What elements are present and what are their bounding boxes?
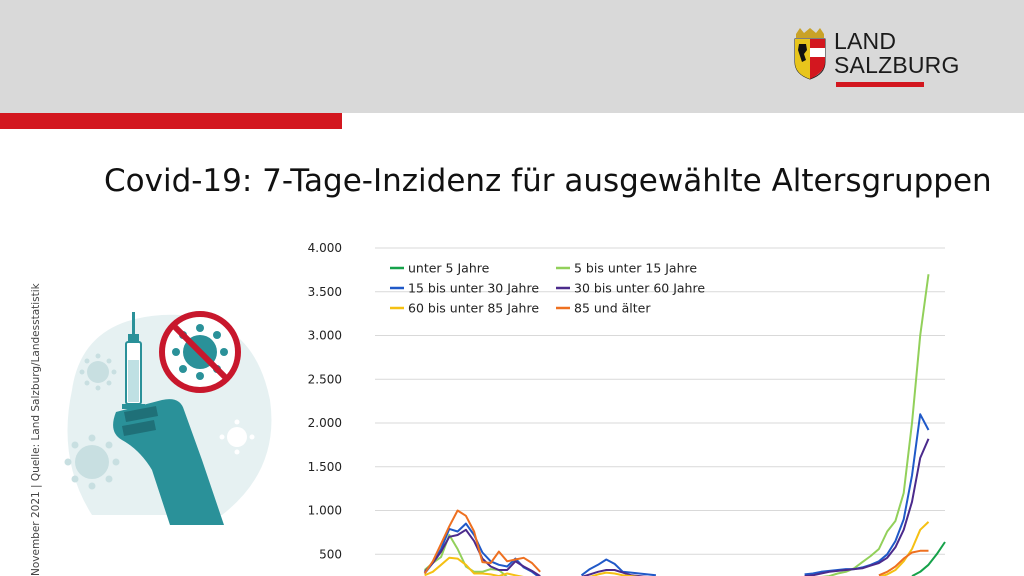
vaccine-syringe-icon <box>122 312 145 409</box>
y-tick-label: 4.000 <box>308 241 342 255</box>
coat-of-arms-icon <box>794 28 826 80</box>
virus-icon <box>219 419 255 455</box>
logo-underline <box>836 82 924 87</box>
series-line <box>423 438 930 576</box>
logo-line-1: LAND <box>834 28 897 54</box>
brand-accent-bar <box>0 113 342 129</box>
y-tick-label: 500 <box>319 547 342 561</box>
legend-item: 5 bis unter 15 Jahre <box>556 261 697 276</box>
series-line <box>423 274 930 576</box>
y-axis-tick-labels: 4.000 3.500 3.000 2.500 2.000 1.500 1.000 500 <box>308 241 342 561</box>
y-tick-label: 2.000 <box>308 416 342 430</box>
logo-line-2: SALZBURG <box>834 52 960 78</box>
y-tick-label: 3.500 <box>308 285 342 299</box>
legend-item: 15 bis unter 30 Jahre <box>390 281 539 296</box>
legend-item: 30 bis unter 60 Jahre <box>556 281 705 296</box>
legend-label: 60 bis unter 85 Jahre <box>408 301 539 316</box>
series-line <box>911 541 946 576</box>
virus-icon <box>79 353 117 391</box>
no-virus-icon <box>159 311 241 393</box>
virus-icon <box>64 434 120 490</box>
legend-item: unter 5 Jahre <box>390 261 490 276</box>
source-note: November 2021 | Quelle: Land Salzburg/La… <box>30 283 42 576</box>
page-title: Covid-19: 7-Tage-Inzidenz für ausgewählt… <box>104 163 992 199</box>
legend-label: 15 bis unter 30 Jahre <box>408 281 539 296</box>
y-tick-label: 1.000 <box>308 504 342 518</box>
incidence-line-chart: 4.000 3.500 3.000 2.500 2.000 1.500 1.000 500 u… <box>308 241 946 576</box>
series-line <box>423 509 929 576</box>
legend-item: 85 und älter <box>556 301 651 316</box>
legend-label: 85 und älter <box>574 301 651 316</box>
y-tick-label: 3.000 <box>308 329 342 343</box>
legend-label: 5 bis unter 15 Jahre <box>574 261 697 276</box>
chart-gridlines <box>375 247 945 555</box>
y-tick-label: 2.500 <box>308 372 342 386</box>
land-salzburg-logo: LAND SALZBURG <box>792 26 982 90</box>
header-band <box>0 0 1024 113</box>
legend-item: 60 bis unter 85 Jahre <box>390 301 539 316</box>
vaccine-illustration <box>64 311 272 525</box>
chart-legend: unter 5 Jahre 5 bis unter 15 Jahre 15 bis … <box>390 261 705 316</box>
chart-series-lines <box>423 274 946 576</box>
y-tick-label: 1.500 <box>308 460 342 474</box>
legend-label: 30 bis unter 60 Jahre <box>574 281 705 296</box>
legend-label: unter 5 Jahre <box>408 261 490 276</box>
